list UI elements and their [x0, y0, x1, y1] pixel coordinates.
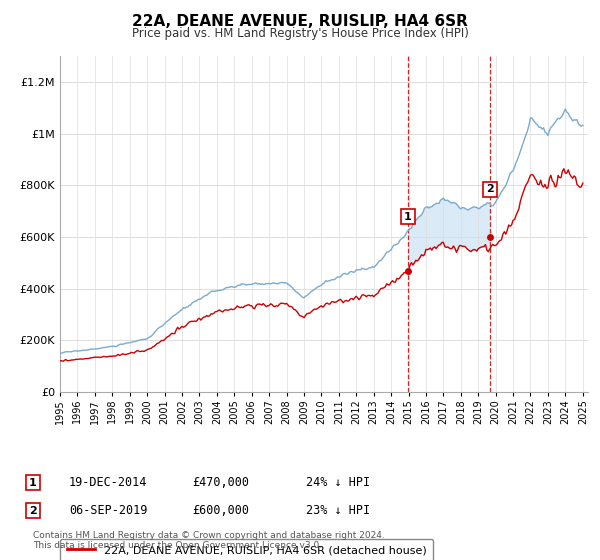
Text: 24% ↓ HPI: 24% ↓ HPI: [306, 476, 370, 489]
Text: £470,000: £470,000: [192, 476, 249, 489]
Text: 2: 2: [486, 184, 494, 194]
Text: 1: 1: [404, 212, 412, 222]
Text: 06-SEP-2019: 06-SEP-2019: [69, 504, 148, 517]
Legend: 22A, DEANE AVENUE, RUISLIP, HA4 6SR (detached house), HPI: Average price, detach: 22A, DEANE AVENUE, RUISLIP, HA4 6SR (det…: [60, 539, 433, 560]
Text: Price paid vs. HM Land Registry's House Price Index (HPI): Price paid vs. HM Land Registry's House …: [131, 27, 469, 40]
Text: 22A, DEANE AVENUE, RUISLIP, HA4 6SR: 22A, DEANE AVENUE, RUISLIP, HA4 6SR: [132, 14, 468, 29]
Text: 2: 2: [29, 506, 37, 516]
Text: Contains HM Land Registry data © Crown copyright and database right 2024.
This d: Contains HM Land Registry data © Crown c…: [33, 530, 385, 550]
Text: 1: 1: [29, 478, 37, 488]
Text: 23% ↓ HPI: 23% ↓ HPI: [306, 504, 370, 517]
Text: 19-DEC-2014: 19-DEC-2014: [69, 476, 148, 489]
Text: £600,000: £600,000: [192, 504, 249, 517]
